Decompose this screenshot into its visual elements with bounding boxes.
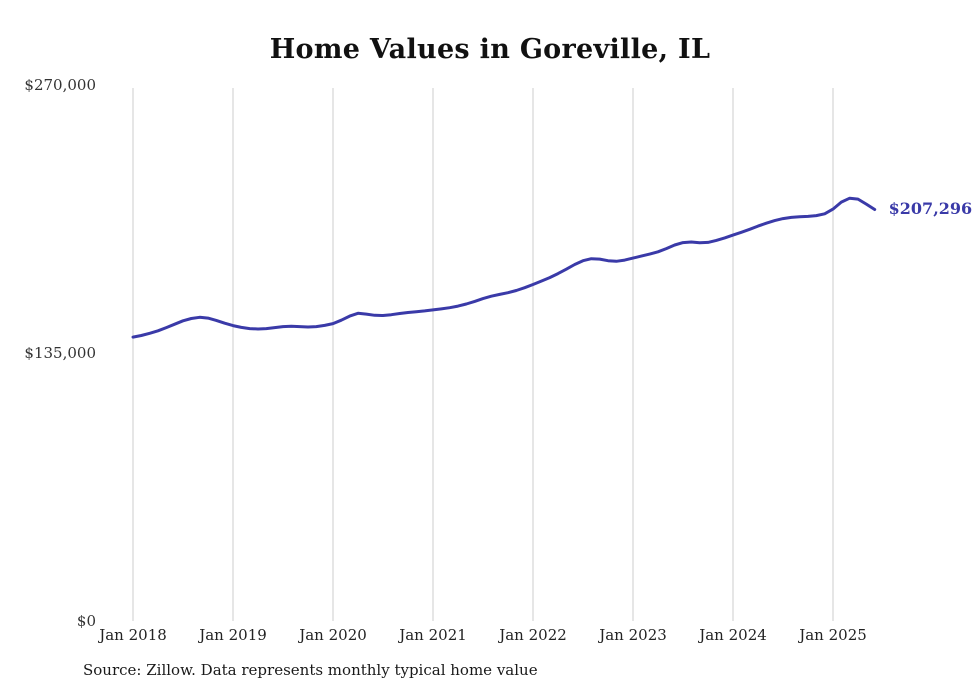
chart-title: Home Values in Goreville, IL [269, 34, 711, 65]
x-tick-label: Jan 2018 [99, 626, 167, 644]
x-tick-label: Jan 2022 [499, 626, 567, 644]
source-note: Source: Zillow. Data represents monthly … [83, 661, 538, 679]
x-tick-label: Jan 2025 [799, 626, 867, 644]
x-tick-label: Jan 2019 [199, 626, 267, 644]
y-tick-label: $0 [76, 612, 96, 630]
x-tick-label: Jan 2020 [299, 626, 367, 644]
home-value-line [131, 196, 877, 339]
latest-value-label: $207,296 [888, 199, 973, 219]
y-tick-label: $270,000 [24, 76, 96, 94]
y-tick-label: $135,000 [24, 344, 96, 362]
x-tick-label: Jan 2024 [699, 626, 767, 644]
x-tick-label: Jan 2021 [399, 626, 467, 644]
x-tick-label: Jan 2023 [599, 626, 667, 644]
